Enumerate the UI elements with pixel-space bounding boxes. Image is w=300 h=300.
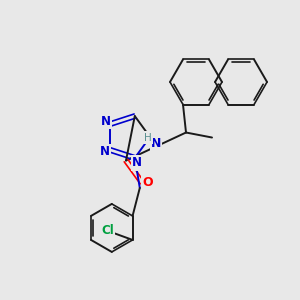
Text: N: N [132, 156, 142, 170]
Text: H: H [144, 133, 152, 142]
Text: N: N [100, 146, 110, 158]
Text: N: N [101, 115, 111, 128]
Text: N: N [151, 137, 161, 150]
Text: Cl: Cl [101, 224, 114, 237]
Text: O: O [143, 176, 153, 189]
